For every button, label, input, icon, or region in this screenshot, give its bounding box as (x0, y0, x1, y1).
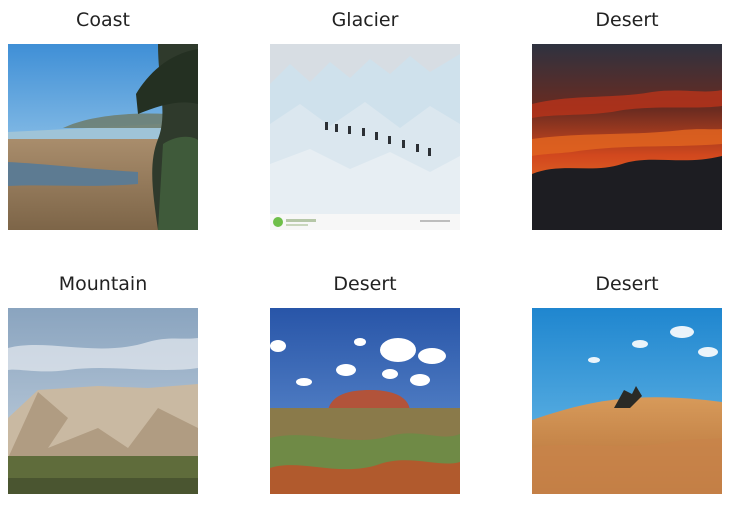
image-label: Desert (333, 273, 397, 295)
image-label: Coast (76, 9, 130, 31)
image-label: Mountain (58, 273, 148, 295)
coast-photo (8, 44, 198, 230)
desert-dune-photo (532, 308, 722, 494)
glacier-photo (270, 44, 460, 230)
mountain-photo (8, 308, 198, 494)
image-label: Desert (595, 9, 659, 31)
image-label: Glacier (331, 9, 399, 31)
desert-rock-photo (270, 308, 460, 494)
image-label: Desert (595, 273, 659, 295)
desert-sunset-photo (532, 44, 722, 230)
